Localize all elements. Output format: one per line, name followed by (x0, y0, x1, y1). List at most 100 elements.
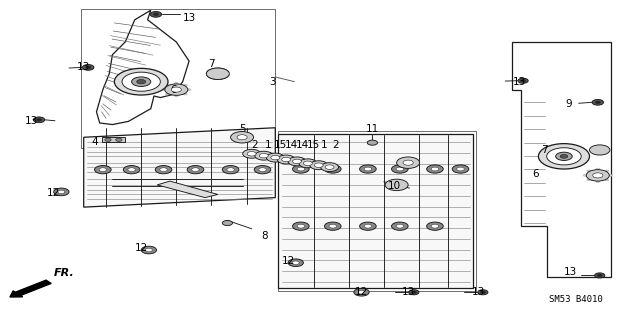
Circle shape (184, 84, 188, 86)
Circle shape (132, 77, 151, 86)
Circle shape (145, 248, 152, 252)
Circle shape (354, 288, 369, 296)
Text: 5: 5 (239, 124, 245, 134)
Circle shape (314, 163, 323, 167)
Circle shape (192, 168, 199, 172)
Text: 7: 7 (541, 145, 548, 155)
Circle shape (124, 166, 140, 174)
Circle shape (595, 273, 605, 278)
Circle shape (587, 179, 591, 181)
Circle shape (592, 100, 604, 105)
Circle shape (593, 173, 603, 178)
Circle shape (605, 179, 609, 181)
Text: 15: 15 (307, 140, 320, 150)
Circle shape (58, 190, 65, 194)
Circle shape (122, 72, 161, 91)
Circle shape (141, 246, 157, 254)
Circle shape (427, 165, 444, 173)
Polygon shape (97, 10, 189, 124)
Text: 12: 12 (355, 287, 368, 297)
Text: 13: 13 (513, 77, 526, 87)
Circle shape (174, 95, 178, 97)
Circle shape (128, 168, 135, 172)
Circle shape (206, 68, 229, 79)
Circle shape (86, 66, 91, 69)
Circle shape (477, 290, 488, 295)
Circle shape (412, 291, 417, 293)
Text: FR.: FR. (54, 268, 74, 278)
Text: 13: 13 (472, 287, 485, 297)
Circle shape (586, 170, 609, 181)
Circle shape (187, 166, 204, 174)
Circle shape (364, 224, 372, 228)
Circle shape (255, 151, 273, 160)
Circle shape (556, 152, 572, 160)
Circle shape (520, 79, 525, 82)
Circle shape (609, 174, 612, 176)
Circle shape (247, 152, 256, 156)
Text: 9: 9 (566, 99, 572, 109)
Circle shape (36, 119, 42, 121)
Polygon shape (84, 128, 275, 207)
Circle shape (115, 68, 168, 95)
Circle shape (596, 181, 600, 183)
Circle shape (243, 149, 260, 158)
Circle shape (254, 166, 271, 174)
Circle shape (321, 163, 339, 172)
Circle shape (277, 155, 295, 164)
Circle shape (165, 93, 169, 95)
Circle shape (325, 165, 334, 169)
Text: 2: 2 (332, 140, 339, 150)
Text: 11: 11 (365, 124, 379, 134)
Circle shape (172, 87, 181, 92)
Circle shape (292, 222, 309, 230)
Circle shape (154, 13, 159, 16)
Circle shape (297, 224, 305, 228)
Circle shape (174, 82, 178, 84)
Circle shape (259, 168, 266, 172)
Polygon shape (157, 181, 218, 197)
Circle shape (589, 145, 610, 155)
Circle shape (99, 168, 107, 172)
Text: SM53 B4010: SM53 B4010 (548, 295, 602, 304)
Circle shape (329, 224, 337, 228)
Circle shape (54, 188, 69, 196)
Circle shape (587, 170, 591, 172)
Circle shape (457, 167, 464, 171)
Circle shape (33, 117, 45, 123)
Circle shape (160, 168, 167, 172)
Circle shape (165, 84, 169, 86)
Circle shape (297, 167, 305, 171)
Circle shape (547, 148, 581, 165)
Circle shape (518, 78, 528, 83)
Text: 13: 13 (401, 287, 415, 297)
Circle shape (596, 168, 600, 170)
Circle shape (259, 153, 268, 158)
Circle shape (583, 174, 587, 176)
Circle shape (162, 89, 166, 91)
Text: 5: 5 (400, 158, 406, 168)
Text: 15: 15 (274, 140, 287, 150)
Text: 8: 8 (261, 231, 268, 241)
Circle shape (105, 138, 111, 141)
Circle shape (431, 167, 438, 171)
Text: 14: 14 (296, 140, 309, 150)
Circle shape (427, 222, 444, 230)
Circle shape (397, 157, 420, 168)
Circle shape (396, 167, 404, 171)
Circle shape (392, 222, 408, 230)
Circle shape (385, 179, 408, 191)
Text: 6: 6 (532, 169, 539, 179)
Circle shape (292, 261, 299, 264)
Circle shape (358, 291, 365, 294)
Circle shape (292, 159, 301, 164)
Polygon shape (102, 137, 125, 142)
Circle shape (431, 224, 438, 228)
Circle shape (452, 165, 468, 173)
FancyArrow shape (10, 280, 51, 297)
Text: 12: 12 (47, 188, 60, 198)
Circle shape (156, 166, 172, 174)
Text: 1: 1 (321, 140, 328, 150)
Circle shape (299, 159, 317, 168)
Text: 7: 7 (208, 59, 215, 69)
